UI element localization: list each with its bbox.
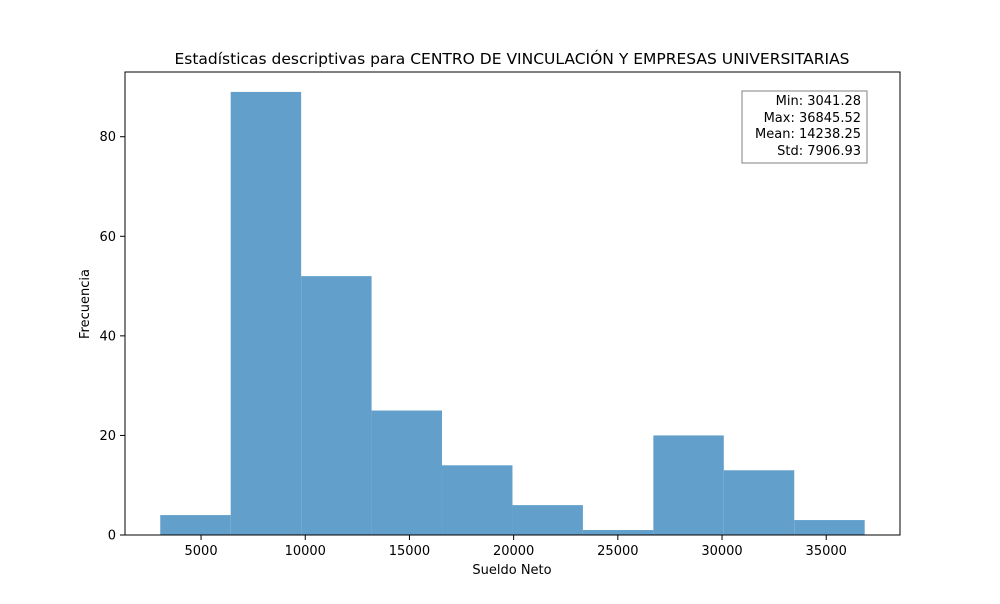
x-tick-label: 30000 xyxy=(701,544,742,559)
stats-box: Min: 3041.28 Max: 36845.52 Mean: 14238.2… xyxy=(741,90,868,164)
x-tick-label: 35000 xyxy=(806,544,847,559)
histogram-bar xyxy=(794,520,865,535)
y-tick-label: 20 xyxy=(99,429,116,444)
x-tick-label: 20000 xyxy=(493,544,534,559)
histogram-bar xyxy=(512,505,583,535)
histogram-bar xyxy=(723,470,795,535)
x-axis-label: Sueldo Neto xyxy=(472,563,551,578)
x-tick-label: 25000 xyxy=(597,544,638,559)
histogram-bar xyxy=(371,410,443,535)
histogram-bar xyxy=(301,276,372,535)
x-tick-label: 5000 xyxy=(185,544,218,559)
x-axis-ticks: 5000 10000 15000 20000 25000 30000 35000 xyxy=(185,535,847,559)
bars-group xyxy=(160,91,865,536)
histogram-bar xyxy=(160,515,231,535)
histogram-bar xyxy=(653,435,724,535)
chart-title: Estadísticas descriptivas para CENTRO DE… xyxy=(174,49,849,68)
histogram-bar xyxy=(230,91,302,536)
y-axis-label: Frecuencia xyxy=(78,269,93,339)
stats-min: Min: 3041.28 xyxy=(776,94,861,109)
histogram-bar xyxy=(582,530,654,535)
x-tick-label: 15000 xyxy=(389,544,430,559)
stats-mean: Mean: 14238.25 xyxy=(755,127,861,142)
y-axis-ticks: 0 20 40 60 80 xyxy=(99,130,125,544)
y-tick-label: 0 xyxy=(108,529,116,544)
x-tick-label: 10000 xyxy=(285,544,326,559)
stats-box-frame xyxy=(741,90,868,164)
histogram-bar xyxy=(442,465,513,535)
plot-frame xyxy=(124,71,901,536)
y-tick-label: 80 xyxy=(99,130,116,145)
y-tick-label: 60 xyxy=(99,230,116,245)
y-tick-label: 40 xyxy=(99,329,116,344)
stats-max: Max: 36845.52 xyxy=(764,111,861,126)
stats-std: Std: 7906.93 xyxy=(777,144,861,159)
